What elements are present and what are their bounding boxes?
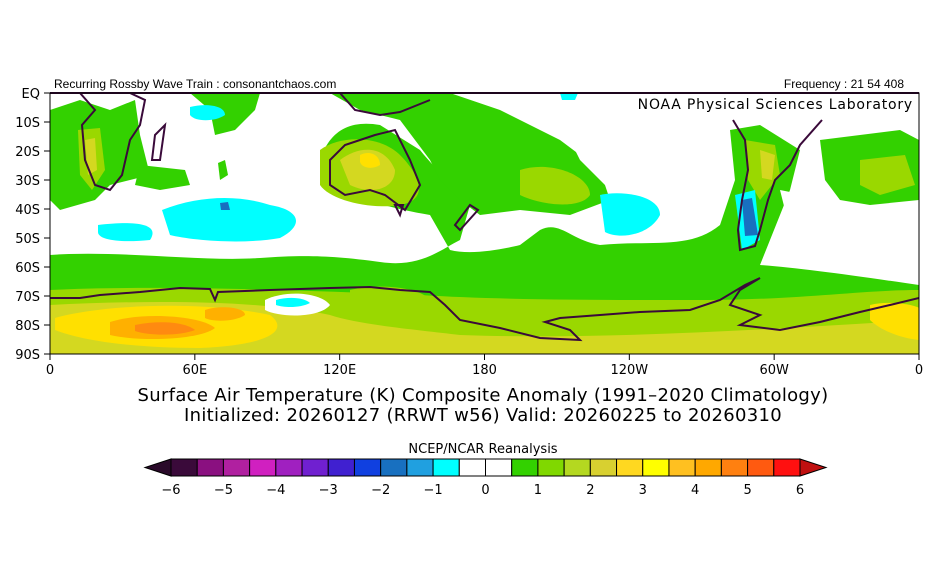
colorbar-swatch <box>170 458 198 477</box>
colorbar: −6 −5 −4 −3 −2 −1 0 1 2 3 4 5 6 <box>143 458 828 498</box>
colorbar-tick-label: −6 <box>161 483 180 498</box>
lat-label: 40S <box>15 203 40 218</box>
colorbar-swatch <box>747 458 775 477</box>
longitude-axis: 0 60E 120E 180 120W 60W 0 <box>46 354 923 378</box>
anomaly-region-blue-2 <box>220 202 230 210</box>
colorbar-swatch <box>380 458 408 477</box>
lon-label: 180 <box>472 363 497 378</box>
colorbar-swatch <box>327 458 355 477</box>
colorbar-tick-label: 0 <box>481 483 489 498</box>
anomaly-region-dark-orange <box>135 322 195 335</box>
lat-label: 60S <box>15 261 40 276</box>
colorbar-tick-label: 4 <box>691 483 699 498</box>
colorbar-swatch <box>773 458 801 477</box>
colorbar-swatch <box>642 458 670 477</box>
colorbar-swatch <box>406 458 434 477</box>
colorbar-swatch <box>432 458 460 477</box>
lat-label: 90S <box>15 348 40 363</box>
latitude-axis: EQ 10S 20S 30S 40S 50S 60S 70S 80S 90S <box>15 87 50 363</box>
colorbar-swatch <box>353 458 382 477</box>
colorbar-swatch <box>537 458 565 477</box>
colorbar-swatch <box>301 458 329 477</box>
map-fill <box>50 93 919 354</box>
colorbar-swatch <box>275 458 303 477</box>
colorbar-swatch <box>511 458 539 477</box>
colorbar-swatch <box>616 458 644 477</box>
colorbar-over-arrow <box>799 458 828 477</box>
lon-label: 120W <box>610 363 648 378</box>
colorbar-tick-label: 1 <box>534 483 542 498</box>
colorbar-title: NCEP/NCAR Reanalysis <box>408 442 558 457</box>
lat-label: 70S <box>15 290 40 305</box>
lat-label: 10S <box>15 116 40 131</box>
colorbar-tick-label: 5 <box>743 483 751 498</box>
lon-label: 120E <box>323 363 356 378</box>
colorbar-swatch <box>249 458 277 477</box>
colorbar-swatch <box>589 458 618 477</box>
colorbar-tick-label: 6 <box>796 483 804 498</box>
colorbar-tick-label: 3 <box>639 483 647 498</box>
colorbar-swatch <box>668 458 696 477</box>
label-background <box>622 93 919 116</box>
lat-label: 50S <box>15 232 40 247</box>
colorbar-tick-label: −5 <box>214 483 233 498</box>
colorbar-tick-label: −3 <box>319 483 338 498</box>
colorbar-tick-label: −2 <box>371 483 390 498</box>
source-credit: Recurring Rossby Wave Train : consonantc… <box>54 77 337 91</box>
anomaly-region-neutral <box>265 118 919 316</box>
map-title: Surface Air Temperature (K) Composite An… <box>137 385 829 406</box>
map-subtitle: Initialized: 20260127 (RRWT w56) Valid: … <box>184 405 782 426</box>
colorbar-swatch <box>563 458 591 477</box>
anomaly-region-blue <box>742 198 758 236</box>
lon-label: 60W <box>759 363 789 378</box>
colorbar-tick-label: −4 <box>266 483 285 498</box>
colorbar-swatch <box>222 458 251 477</box>
lab-label: NOAA Physical Sciences Laboratory <box>638 97 913 113</box>
lon-label: 0 <box>915 363 923 378</box>
colorbar-swatch <box>720 458 749 477</box>
colorbar-tick-label: 2 <box>586 483 594 498</box>
colorbar-swatch <box>485 458 513 477</box>
lat-label: 80S <box>15 319 40 334</box>
frequency-label: Frequency : 21 54 408 <box>783 77 904 91</box>
colorbar-swatch <box>196 458 224 477</box>
lat-label: 20S <box>15 145 40 160</box>
colorbar-swatch <box>694 458 722 477</box>
lon-label: 60E <box>182 363 207 378</box>
lat-label: 30S <box>15 174 40 189</box>
coastlines <box>50 93 919 342</box>
colorbar-under-arrow <box>143 458 172 477</box>
lat-label: EQ <box>22 87 40 102</box>
colorbar-swatch <box>458 458 486 477</box>
colorbar-tick-label: −1 <box>423 483 442 498</box>
lon-label: 0 <box>46 363 54 378</box>
